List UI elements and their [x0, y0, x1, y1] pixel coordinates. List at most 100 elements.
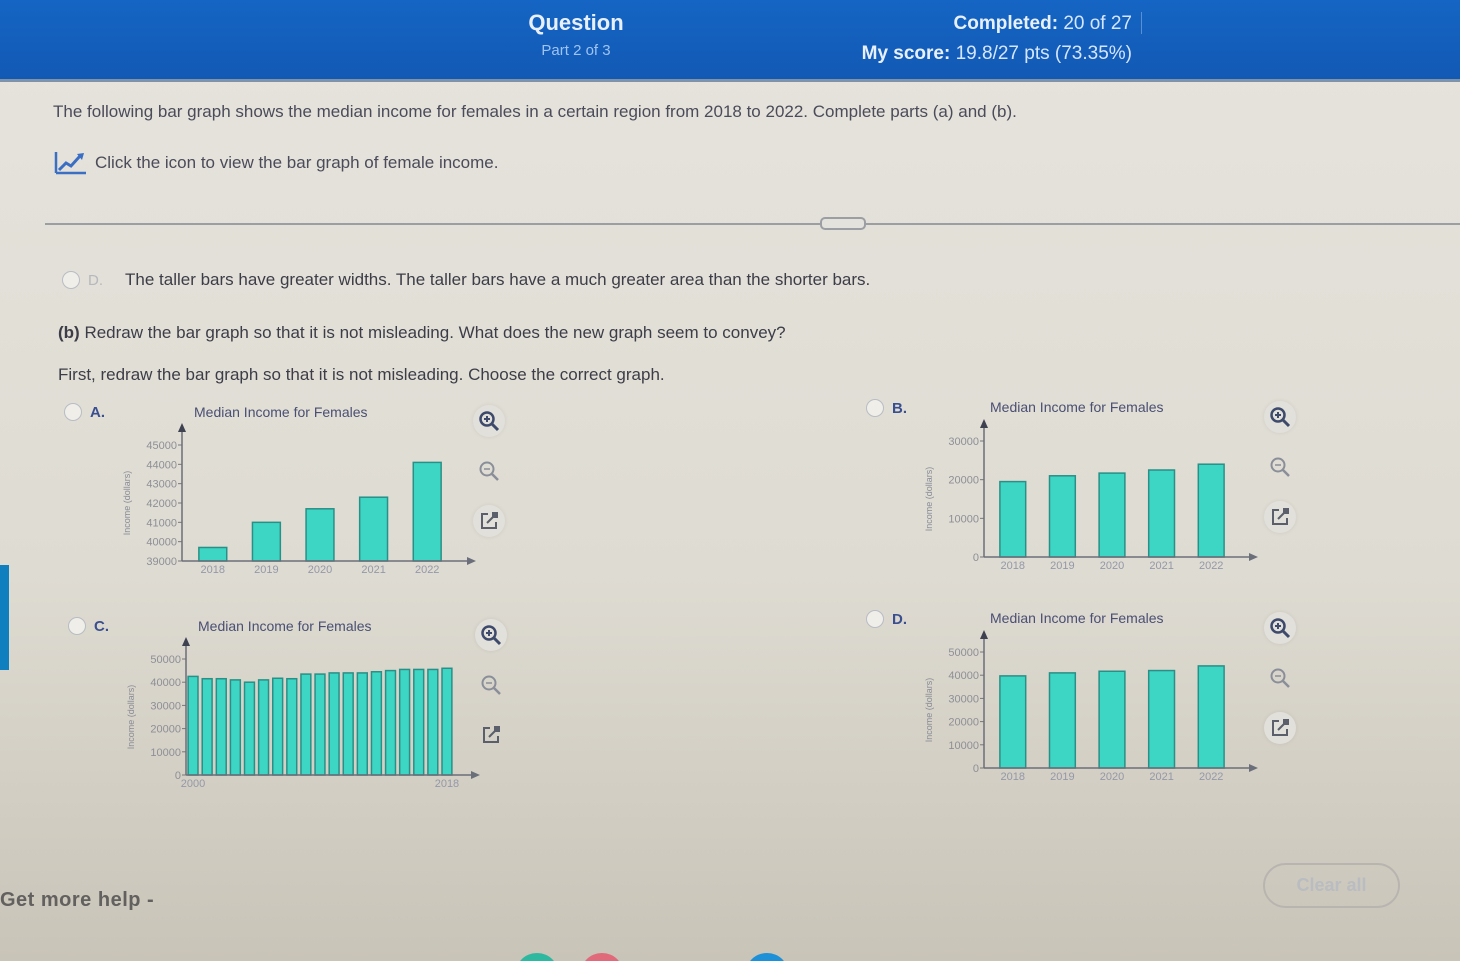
y-tick-label: 10000 — [948, 513, 979, 525]
completed-label: Completed: — [953, 13, 1059, 34]
question-title: Question — [528, 10, 624, 35]
choice-a-radio-row[interactable]: A. — [64, 403, 105, 421]
choice-c[interactable]: C. Median Income for Females Income (dol… — [68, 617, 528, 807]
score-status: My score: 19.8/27 pts (73.35%) — [862, 43, 1132, 65]
external-link-icon — [1272, 508, 1289, 525]
y-tick-label: 0 — [973, 763, 979, 775]
score-value: 19.8/27 pts (73.35%) — [955, 43, 1132, 64]
x-tick-label: 2000 — [181, 778, 205, 790]
radio-choice-d[interactable] — [866, 610, 884, 628]
dock-app-icon[interactable] — [515, 953, 559, 961]
external-link-icon — [483, 726, 500, 743]
zoom-in-button[interactable] — [475, 619, 507, 651]
bar — [286, 677, 298, 776]
chart-c-title: Median Income for Females — [198, 618, 372, 634]
external-link-icon — [481, 512, 498, 529]
bar — [427, 668, 439, 776]
choice-c-radio-row[interactable]: C. — [68, 617, 109, 635]
chart-d-title: Median Income for Females — [990, 610, 1164, 626]
view-graph-link[interactable]: Click the icon to view the bar graph of … — [53, 150, 498, 176]
bar — [1147, 669, 1176, 769]
y-tick-label: 40000 — [146, 537, 177, 549]
y-tick-label: 44000 — [146, 459, 177, 471]
clear-all-button[interactable]: Clear all — [1263, 863, 1400, 908]
zoom-in-button[interactable] — [1264, 612, 1296, 644]
chart-d: Income (dollars) 0 10000 20000 30000 40000 500… — [924, 630, 1258, 783]
open-new-window-button[interactable] — [473, 505, 505, 537]
choice-a[interactable]: A. Median Income for Females Income (dol… — [64, 403, 524, 593]
bar — [257, 679, 270, 776]
y-tick-label: 40000 — [948, 670, 979, 682]
radio-choice-b[interactable] — [866, 399, 884, 417]
x-tick-label: 2020 — [1100, 560, 1124, 572]
y-tick-label: 10000 — [150, 747, 181, 759]
option-letter: D. — [88, 271, 103, 289]
header-divider — [1141, 12, 1142, 34]
x-tick-label: 2022 — [1199, 560, 1223, 572]
zoom-out-button[interactable] — [475, 669, 507, 701]
choice-d-letter: D. — [892, 610, 907, 628]
chart-a-title: Median Income for Females — [194, 404, 368, 420]
zoom-in-icon — [1270, 618, 1291, 639]
x-tick-label: 2022 — [415, 564, 439, 576]
y-tick-label: 50000 — [150, 654, 181, 666]
x-tick-label: 2021 — [1149, 560, 1173, 572]
part-b-text: Redraw the bar graph so that it is not m… — [84, 323, 786, 342]
dock-app-icon[interactable] — [745, 953, 789, 961]
choice-d-radio-row[interactable]: D. — [866, 610, 907, 628]
chart-c-tools — [475, 619, 507, 751]
x-tick-label: 2018 — [1001, 771, 1025, 783]
bar — [999, 480, 1027, 558]
line-chart-icon[interactable] — [53, 150, 87, 176]
y-tick-label: 30000 — [948, 436, 979, 448]
chart-b-title: Median Income for Females — [990, 399, 1164, 415]
chart-a: Income (dollars) 39000 40000 41000 42000 4300… — [122, 423, 476, 576]
y-tick-label: 39000 — [146, 556, 177, 568]
open-new-window-button[interactable] — [1264, 712, 1296, 744]
zoom-out-icon — [481, 675, 501, 695]
view-graph-text: Click the icon to view the bar graph of … — [95, 153, 499, 172]
expand-collapse-handle[interactable] — [820, 217, 866, 230]
bar — [1048, 475, 1077, 558]
bar — [384, 669, 397, 776]
zoom-out-button[interactable] — [473, 455, 505, 487]
radio-choice-a[interactable] — [64, 403, 82, 421]
zoom-in-icon — [479, 411, 500, 432]
y-axis-label: Income (dollars) — [924, 467, 934, 532]
zoom-in-button[interactable] — [473, 405, 505, 437]
zoom-out-button[interactable] — [1264, 451, 1296, 483]
y-tick-label: 42000 — [146, 498, 177, 510]
part-a-option-d[interactable]: D. The taller bars have greater widths. … — [62, 270, 870, 290]
radio-part-a-d[interactable] — [62, 271, 80, 289]
choice-c-letter: C. — [94, 617, 109, 635]
bar — [412, 461, 442, 562]
open-new-window-button[interactable] — [475, 719, 507, 751]
choice-b[interactable]: B. Median Income for Females Income (dol… — [866, 399, 1326, 589]
zoom-out-button[interactable] — [1264, 662, 1296, 694]
choice-b-radio-row[interactable]: B. — [866, 399, 907, 417]
completed-status: Completed: 20 of 27 — [862, 13, 1132, 35]
get-more-help-link[interactable]: Get more help - — [0, 889, 155, 911]
dock-app-icon[interactable] — [580, 953, 624, 961]
x-tick-label: 2021 — [1149, 771, 1173, 783]
bar — [358, 496, 389, 562]
score-label: My score: — [861, 43, 951, 64]
radio-choice-c[interactable] — [68, 617, 86, 635]
chart-c: Income (dollars) 0 10000 20000 30000 40000 500… — [126, 637, 480, 790]
question-intro: The following bar graph shows the median… — [53, 102, 1017, 121]
bar — [271, 677, 284, 776]
y-tick-label: 50000 — [948, 647, 979, 659]
zoom-in-button[interactable] — [1264, 401, 1296, 433]
part-b-label: (b) — [58, 323, 80, 342]
choice-d[interactable]: D. Median Income for Females Income (dol… — [866, 610, 1326, 800]
question-title-block: Question Part 2 of 3 — [525, 10, 627, 59]
open-new-window-button[interactable] — [1264, 501, 1296, 533]
y-tick-label: 43000 — [146, 479, 177, 491]
y-axis-label: Income (dollars) — [122, 471, 132, 536]
chart-a-tools — [473, 405, 505, 537]
bar — [243, 681, 256, 776]
option-text: The taller bars have greater widths. The… — [125, 270, 871, 289]
side-panel-tab[interactable] — [0, 565, 9, 670]
external-link-icon — [1272, 719, 1289, 736]
question-part: Part 2 of 3 — [541, 42, 611, 59]
